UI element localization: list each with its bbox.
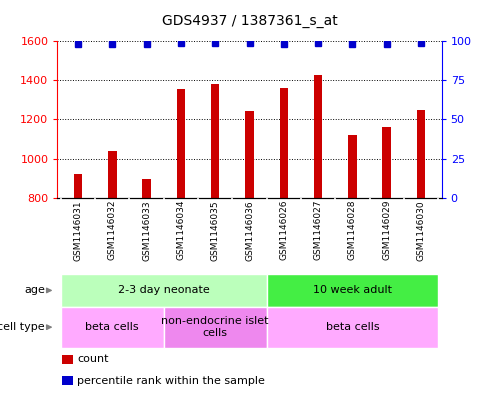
Bar (382, 127, 391, 198)
Text: 2-3 day neonate: 2-3 day neonate (118, 285, 210, 296)
Text: GDS4937 / 1387361_s_at: GDS4937 / 1387361_s_at (162, 14, 337, 28)
Text: GSM1146027: GSM1146027 (313, 200, 323, 261)
Text: GSM1146031: GSM1146031 (73, 200, 82, 261)
Bar (348, 135, 357, 198)
Bar (266, 307, 438, 348)
Bar (108, 151, 117, 198)
Text: GSM1146033: GSM1146033 (142, 200, 151, 261)
Bar (61, 307, 164, 348)
Text: 10 week adult: 10 week adult (313, 285, 392, 296)
Text: GSM1146028: GSM1146028 (348, 200, 357, 261)
Bar (245, 111, 254, 198)
Bar (266, 274, 438, 307)
Text: GSM1146026: GSM1146026 (279, 200, 288, 261)
Text: GSM1146030: GSM1146030 (417, 200, 426, 261)
Bar (417, 110, 425, 198)
Text: GSM1146029: GSM1146029 (382, 200, 391, 261)
Text: non-endocrine islet
cells: non-endocrine islet cells (162, 316, 269, 338)
Text: cell type: cell type (0, 322, 45, 332)
Bar (74, 174, 82, 198)
Bar (164, 307, 266, 348)
Bar (142, 179, 151, 198)
Text: age: age (24, 285, 45, 296)
Text: beta cells: beta cells (326, 322, 379, 332)
Text: count: count (77, 354, 109, 364)
Text: GSM1146036: GSM1146036 (245, 200, 254, 261)
Bar (177, 89, 185, 198)
Bar (314, 75, 322, 198)
Bar (61, 274, 266, 307)
Bar (279, 88, 288, 198)
Bar (211, 84, 220, 198)
Text: percentile rank within the sample: percentile rank within the sample (77, 376, 265, 386)
Text: GSM1146032: GSM1146032 (108, 200, 117, 261)
Text: GSM1146034: GSM1146034 (176, 200, 186, 261)
Text: GSM1146035: GSM1146035 (211, 200, 220, 261)
Text: beta cells: beta cells (85, 322, 139, 332)
